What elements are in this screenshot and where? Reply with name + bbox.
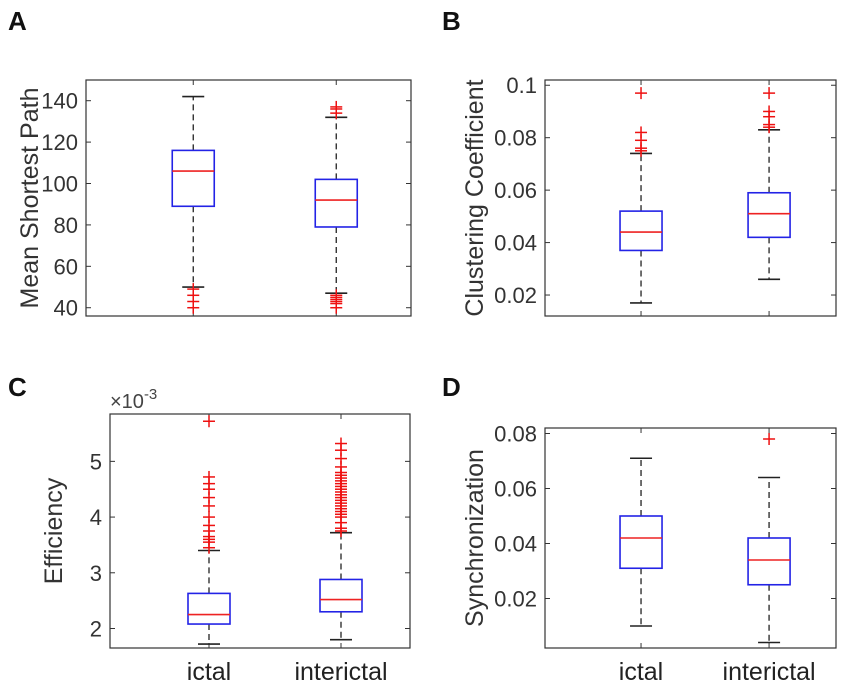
y-tick-label: 4 xyxy=(90,505,102,530)
panel-b: B 0.02 0.04 0.06 0.08 0.1 Clustering Coefficie… xyxy=(442,6,837,317)
outlier-marker xyxy=(763,87,776,100)
iqr-box xyxy=(187,592,231,625)
y-tick-label: 0.08 xyxy=(494,422,537,447)
outlier-marker xyxy=(763,433,776,445)
y-tick-label: 0.06 xyxy=(494,477,537,502)
y-tick-label: 0.04 xyxy=(494,532,537,557)
outlier-marker xyxy=(763,105,776,118)
axes-frame xyxy=(85,79,412,317)
outlier-marker xyxy=(635,126,648,139)
x-tick-label-interictal: interictal xyxy=(723,658,816,686)
multiplier-base: ×10 xyxy=(110,391,144,413)
y-tick-label: 2 xyxy=(90,617,102,642)
iqr-box xyxy=(747,537,791,586)
y-tick-label: 60 xyxy=(54,254,78,279)
y-tick-label: 80 xyxy=(54,213,78,238)
x-tick-label-ictal: ictal xyxy=(187,658,231,686)
outlier-marker xyxy=(187,283,200,296)
box-interictal xyxy=(747,80,791,316)
iqr-box xyxy=(619,515,663,570)
panel-letter: C xyxy=(8,372,27,402)
iqr-box xyxy=(619,210,663,252)
y-tick-label: 3 xyxy=(90,561,102,586)
panel-c: C 2 3 4 5 Efficiency ×10-3 ictal interictal xyxy=(8,372,411,686)
iqr-box xyxy=(171,149,216,208)
y-axis-label: Mean Shortest Path xyxy=(16,88,44,309)
y-tick-label: 0.06 xyxy=(494,178,537,203)
y-tick-label: 0.1 xyxy=(506,73,537,98)
y-axis-label: Efficiency xyxy=(40,477,68,584)
panel-letter: A xyxy=(8,6,27,36)
y-tick-label: 120 xyxy=(41,130,78,155)
outlier-marker xyxy=(203,470,215,483)
y-tick-label: 40 xyxy=(54,296,78,321)
outlier-marker xyxy=(330,289,343,302)
outlier-marker xyxy=(330,100,343,113)
box-ictal xyxy=(619,428,663,648)
box-ictal xyxy=(187,414,231,648)
axes-frame xyxy=(544,79,837,317)
y-tick-label: 0.02 xyxy=(494,283,537,308)
box-ictal xyxy=(171,80,216,316)
y-tick-label: 5 xyxy=(90,449,102,474)
y-tick-label: 100 xyxy=(41,172,78,197)
y-tick-label: 0.04 xyxy=(494,231,537,256)
iqr-box xyxy=(314,178,359,228)
multiplier-exponent: -3 xyxy=(144,386,157,403)
x-tick-label-interictal: interictal xyxy=(294,658,387,686)
y-tick-label: 0.08 xyxy=(494,126,537,151)
outlier-marker xyxy=(203,415,215,428)
axes-frame xyxy=(544,427,837,649)
outlier-marker xyxy=(203,511,215,524)
iqr-box xyxy=(747,191,791,239)
panel-letter: B xyxy=(442,6,461,36)
box-ictal xyxy=(619,80,663,316)
panel-letter: D xyxy=(442,372,461,402)
y-tick-label: 0.02 xyxy=(494,587,537,612)
axes-frame xyxy=(109,413,411,649)
axis-multiplier: ×10-3 xyxy=(110,386,157,413)
outlier-marker xyxy=(335,437,347,450)
x-tick-label-ictal: ictal xyxy=(619,658,663,686)
box-interictal xyxy=(319,414,363,648)
box-interictal xyxy=(747,428,791,648)
outlier-marker xyxy=(635,87,648,100)
iqr-box xyxy=(319,578,363,613)
y-axis-label: Clustering Coefficient xyxy=(461,79,489,316)
box-interictal xyxy=(314,80,359,316)
y-axis-label: Synchronization xyxy=(461,449,489,627)
y-tick-label: 140 xyxy=(41,89,78,114)
